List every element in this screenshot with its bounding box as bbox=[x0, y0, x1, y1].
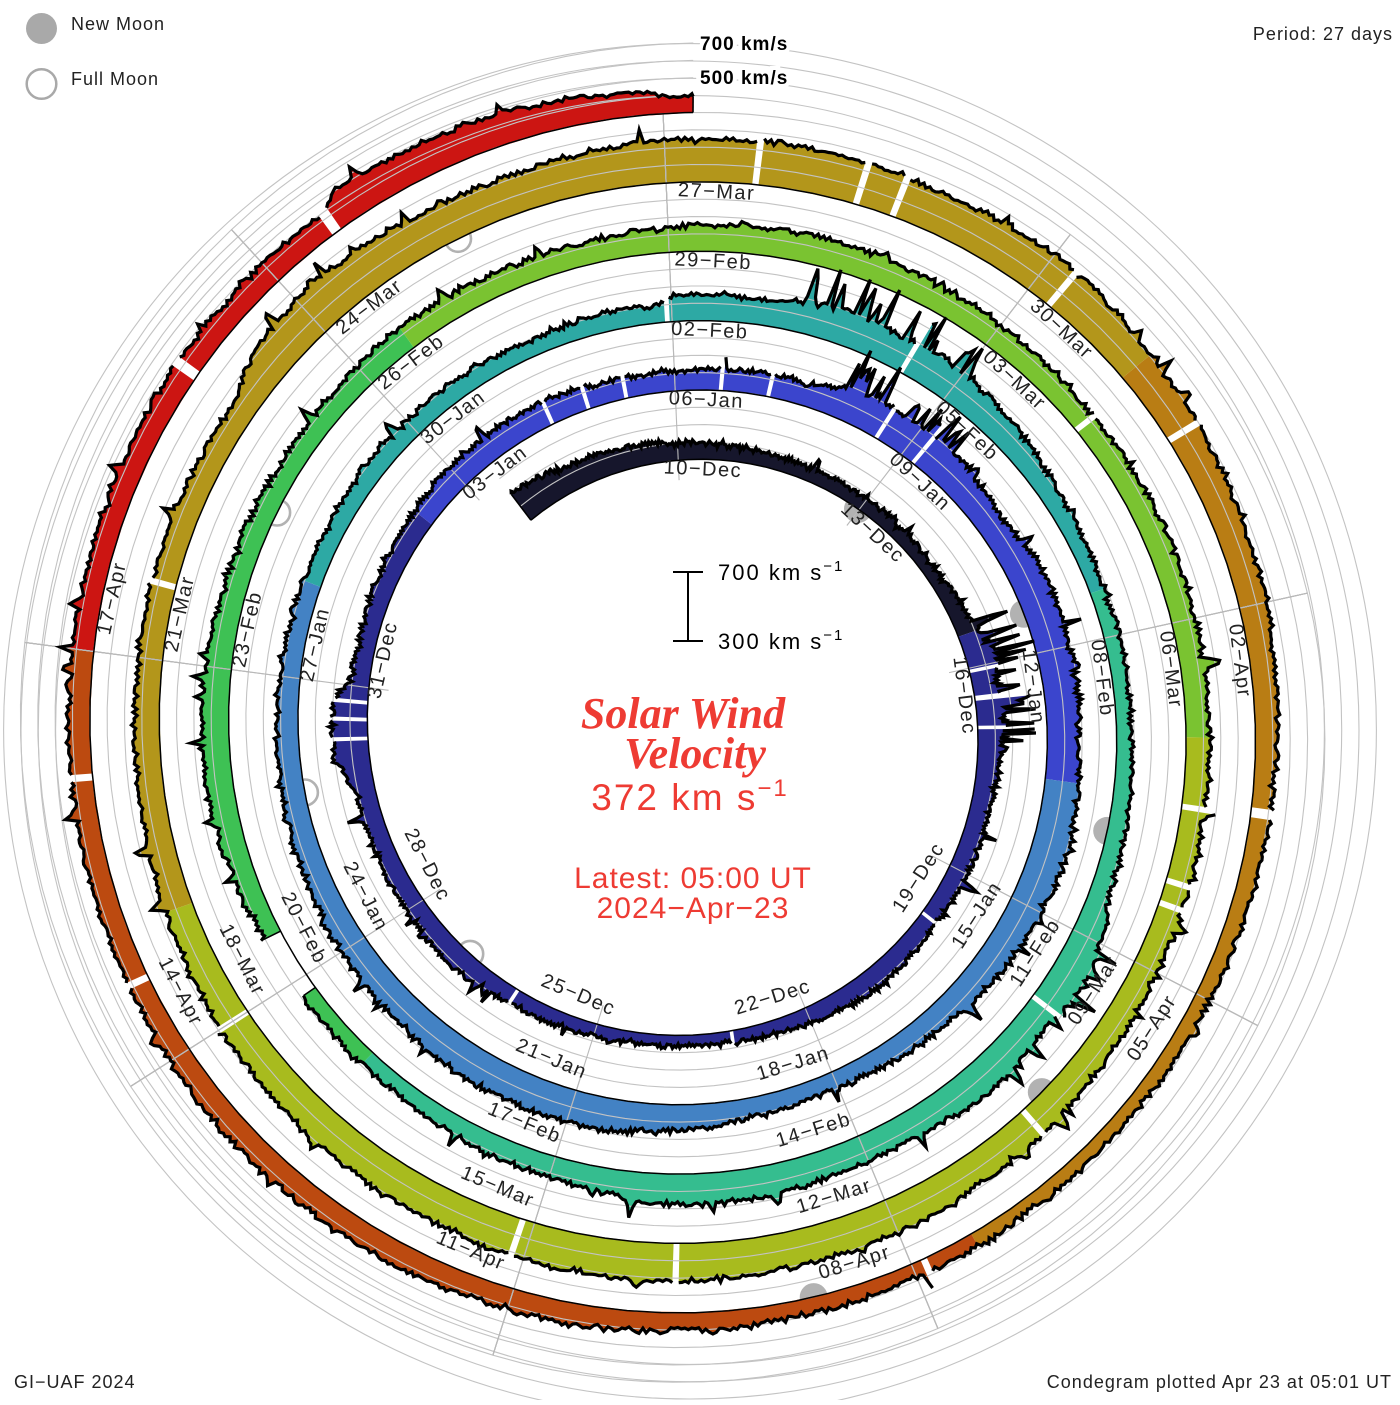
svg-text:Latest: 05:00 UT: Latest: 05:00 UT bbox=[574, 862, 812, 895]
svg-text:New Moon: New Moon bbox=[71, 14, 165, 34]
svg-text:06−Jan: 06−Jan bbox=[668, 387, 744, 413]
svg-text:GI−UAF 2024: GI−UAF 2024 bbox=[14, 1372, 136, 1392]
svg-text:Period: 27 days: Period: 27 days bbox=[1253, 24, 1393, 44]
svg-text:2024−Apr−23: 2024−Apr−23 bbox=[597, 892, 790, 925]
svg-text:Condegram plotted Apr 23 at 05: Condegram plotted Apr 23 at 05:01 UT bbox=[1047, 1372, 1392, 1392]
svg-text:700 km/s: 700 km/s bbox=[700, 34, 788, 55]
svg-text:Full Moon: Full Moon bbox=[71, 69, 159, 89]
svg-text:29−Feb: 29−Feb bbox=[674, 248, 752, 274]
svg-text:500 km/s: 500 km/s bbox=[700, 68, 788, 89]
svg-text:27−Mar: 27−Mar bbox=[677, 179, 755, 205]
svg-text:Velocity: Velocity bbox=[624, 729, 766, 778]
svg-text:02−Feb: 02−Feb bbox=[671, 318, 749, 344]
svg-text:10−Dec: 10−Dec bbox=[663, 456, 742, 482]
